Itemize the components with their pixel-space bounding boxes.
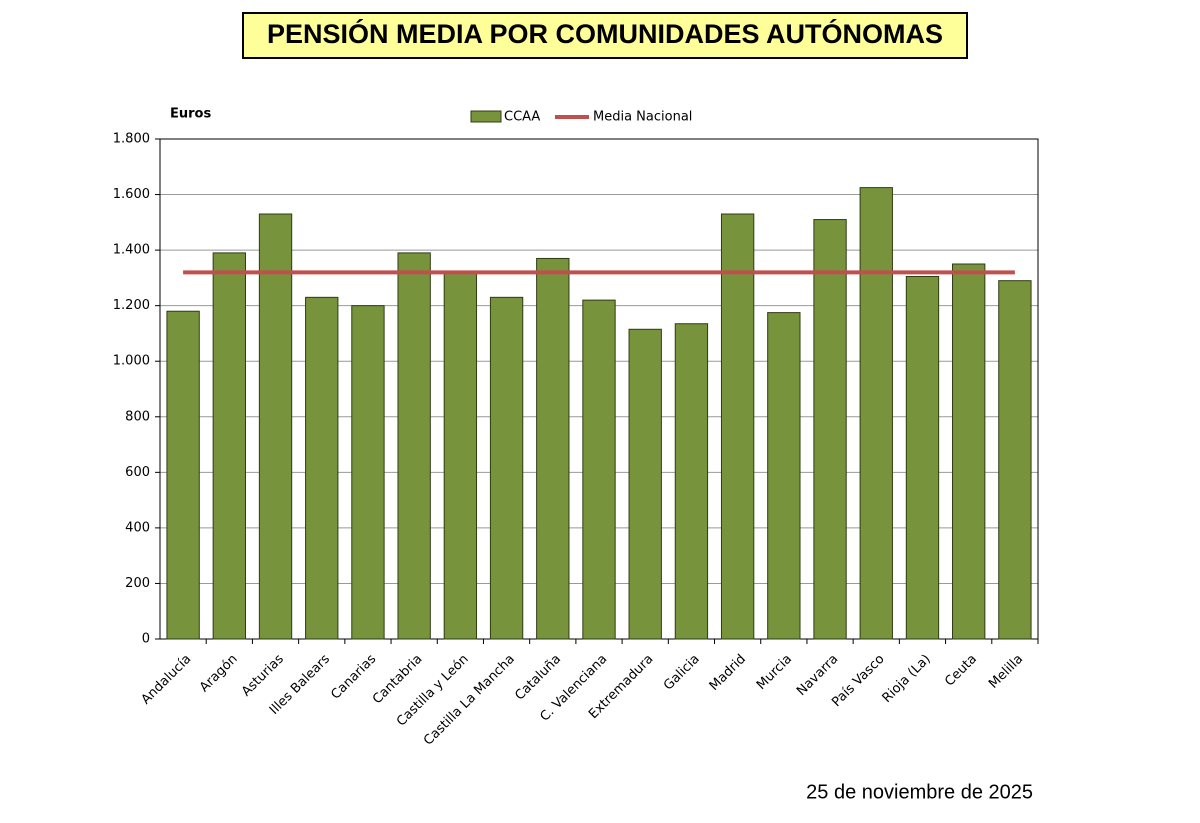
x-tick-label: Rioja (La) <box>880 652 934 706</box>
bar <box>489 296 524 640</box>
bar <box>767 312 801 640</box>
bar <box>258 213 293 640</box>
bar <box>998 280 1032 640</box>
bar <box>813 219 847 640</box>
bar <box>443 271 478 640</box>
y-tick-label: 1.600 <box>113 187 150 202</box>
y-tick-label: 200 <box>125 576 150 591</box>
y-tick-label: 1.000 <box>113 354 150 369</box>
y-tick-label: 400 <box>125 520 150 535</box>
y-tick-label: 1.800 <box>113 132 150 147</box>
bar <box>859 187 893 640</box>
y-axis-label: Euros <box>170 107 211 122</box>
x-tick-label: Andalucía <box>139 652 195 708</box>
bar <box>674 323 709 640</box>
bar <box>212 252 246 640</box>
bar <box>905 276 940 640</box>
bar <box>628 328 662 640</box>
bar <box>351 305 385 640</box>
x-tick-label: Madrid <box>707 652 749 694</box>
x-tick-label: Murcia <box>754 652 795 693</box>
chart-title: PENSIÓN MEDIA POR COMUNIDADES AUTÓNOMAS <box>267 18 943 49</box>
bar <box>952 263 986 640</box>
x-tick-label: Galicia <box>661 652 703 694</box>
y-tick-label: 800 <box>125 409 150 424</box>
bar <box>305 296 339 640</box>
x-tick-label: Navarra <box>794 652 841 699</box>
x-tick-label: Ceuta <box>942 652 980 690</box>
legend-swatch <box>470 110 502 123</box>
bar <box>536 257 570 640</box>
bar <box>166 310 200 640</box>
x-tick-label: Aragón <box>197 652 241 696</box>
bar <box>720 213 755 640</box>
y-tick-label: 1.200 <box>113 298 150 313</box>
x-tick-label: Castilla La Mancha <box>421 652 518 749</box>
legend-label: CCAA <box>504 110 540 125</box>
bar <box>397 252 431 640</box>
y-tick-label: 600 <box>125 465 150 480</box>
y-tick-label: 0 <box>142 632 150 647</box>
title-box <box>242 12 968 59</box>
legend-label: Media Nacional <box>593 110 692 125</box>
x-tick-label: Melilla <box>986 652 1026 692</box>
x-tick-label: Asturias <box>239 652 287 700</box>
y-tick-label: 1.400 <box>113 243 150 258</box>
bar <box>582 299 616 640</box>
date-annotation: 25 de noviembre de 2025 <box>806 781 1033 803</box>
